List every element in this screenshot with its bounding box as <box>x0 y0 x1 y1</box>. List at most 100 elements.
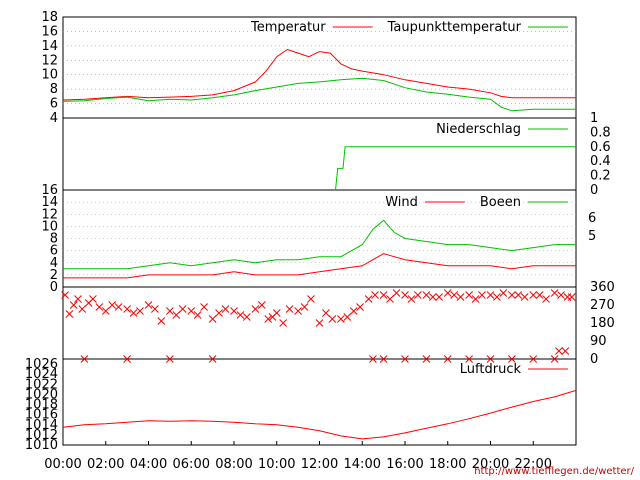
wind-direction-point <box>215 309 223 317</box>
wind-direction-point <box>221 305 230 313</box>
wind-direction-point <box>343 313 352 321</box>
y-tick-label: 0 <box>590 183 598 198</box>
wind-direction-point <box>322 309 330 317</box>
y-tick-label: 16 <box>41 183 58 198</box>
wind-direction-point <box>435 293 444 301</box>
wind-direction-point <box>279 319 288 327</box>
y-tick-label: 4 <box>50 256 58 271</box>
wind-direction-point <box>529 291 538 299</box>
wind-direction-point <box>123 305 131 313</box>
wind-direction-point <box>144 301 153 309</box>
wind-direction-point <box>379 355 388 363</box>
legend-label: Luftdruck <box>460 362 522 377</box>
legend-label: Taupunkttemperatur <box>387 20 522 35</box>
y-tick-label: 2 <box>50 268 58 283</box>
y-tick-label: 0.6 <box>590 140 611 155</box>
wind-direction-point <box>401 291 409 299</box>
wind-direction-point <box>550 289 559 297</box>
wind-direction-point <box>294 307 302 315</box>
wind-direction-point <box>542 295 550 303</box>
wind-direction-point <box>407 295 416 303</box>
y-tick-label: 1014 <box>25 418 58 433</box>
wind-direction-point <box>208 355 217 363</box>
wind-direction-point <box>486 291 495 299</box>
wind-direction-point <box>69 301 78 309</box>
series-line-niederschlag <box>335 146 576 191</box>
legend-label: Temperatur <box>250 20 326 35</box>
y-tick-label: 1018 <box>25 398 58 413</box>
wind-direction-point <box>356 303 364 311</box>
wind-direction-point <box>285 305 294 313</box>
wind-direction-point <box>65 310 74 318</box>
wind-direction-point <box>520 293 529 301</box>
wind-direction-point <box>422 291 431 299</box>
wind-direction-point <box>200 303 208 311</box>
y-tick-label: 0.8 <box>590 125 611 140</box>
x-tick-label: 00:00 <box>44 457 81 472</box>
legend-label: Wind <box>385 195 418 210</box>
y-tick-label-right: 6 <box>588 211 596 226</box>
wind-direction-point <box>264 315 273 323</box>
wind-direction-point <box>337 315 345 323</box>
wind-direction-point <box>80 355 89 363</box>
series-line-boeen <box>63 219 576 270</box>
wind-direction-point <box>379 291 388 299</box>
wind-direction-point <box>401 355 409 363</box>
wind-direction-point <box>157 317 166 325</box>
footer-url[interactable]: http://www.tiefflegen.de/wetter/ <box>474 466 634 477</box>
wind-direction-point <box>193 311 202 319</box>
y-tick-label: 0.4 <box>590 154 611 169</box>
y-tick-label: 1012 <box>25 428 58 443</box>
y-tick-label: 8 <box>50 82 58 97</box>
y-tick-label: 4 <box>50 111 58 126</box>
wind-direction-point <box>508 291 516 299</box>
wind-direction-point <box>89 295 97 303</box>
series-line-luftdruck <box>62 389 577 440</box>
y-tick-label: 270 <box>590 298 615 313</box>
x-tick-label: 10:00 <box>258 457 295 472</box>
wind-direction-point <box>251 305 260 313</box>
wind-direction-point <box>272 309 281 317</box>
wind-direction-point <box>208 315 217 323</box>
wind-direction-point <box>514 291 523 299</box>
y-tick-label: 1020 <box>25 387 58 402</box>
wind-direction-point <box>236 311 245 319</box>
x-tick-label: 04:00 <box>130 457 167 472</box>
wind-direction-point <box>493 293 501 301</box>
wind-direction-point <box>529 355 538 363</box>
y-tick-label: 12 <box>41 53 58 68</box>
wind-direction-point <box>535 291 544 299</box>
wind-direction-point <box>386 295 394 303</box>
wind-direction-point <box>328 315 337 323</box>
y-tick-label: 1026 <box>25 357 58 372</box>
x-tick-label: 18:00 <box>429 457 466 472</box>
wind-direction-point <box>567 293 576 301</box>
y-tick-label: 14 <box>41 39 58 54</box>
y-tick-label: 16 <box>41 24 58 39</box>
wind-direction-point <box>443 355 452 363</box>
wind-direction-point <box>392 289 401 297</box>
x-tick-label: 12:00 <box>301 457 338 472</box>
wind-direction-point <box>465 291 473 299</box>
wind-direction-point <box>422 355 431 363</box>
wind-direction-point <box>499 289 508 297</box>
x-tick-label: 22:00 <box>515 457 552 472</box>
wind-direction-point <box>315 319 324 327</box>
legend-label: Boeen <box>480 195 521 210</box>
y-tick-label: 18 <box>41 10 58 25</box>
y-tick-label: 180 <box>590 316 615 331</box>
x-tick-label: 20:00 <box>472 457 509 472</box>
y-tick-label: 8 <box>50 232 58 247</box>
wind-direction-point <box>369 355 377 363</box>
wind-direction-point <box>508 355 516 363</box>
y-tick-label: 0 <box>590 352 598 367</box>
wind-direction-point <box>307 295 315 303</box>
wind-direction-point <box>371 291 379 299</box>
wind-direction-point <box>129 309 138 317</box>
x-tick-label: 06:00 <box>173 457 210 472</box>
legend-label: Niederschlag <box>436 122 521 137</box>
y-tick-label: 1016 <box>25 408 58 423</box>
wind-direction-point <box>187 307 196 315</box>
wind-direction-point <box>78 305 87 313</box>
y-tick-label: 12 <box>41 207 58 222</box>
